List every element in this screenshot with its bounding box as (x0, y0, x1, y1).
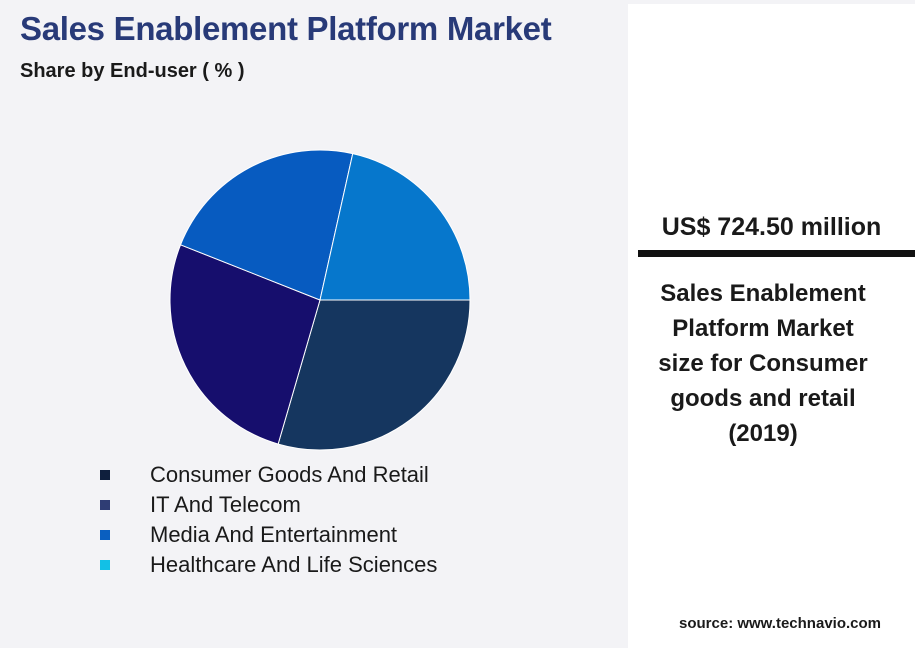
legend-item: Media And Entertainment (100, 520, 437, 550)
pie-slice-consumer-goods-and-retail (277, 299, 471, 451)
chart-subtitle: Share by End-user ( % ) (20, 60, 245, 82)
stat-divider (638, 250, 915, 257)
caption-line: goods and retail (670, 385, 856, 412)
caption-line: Sales Enablement (660, 280, 866, 307)
legend-label: Consumer Goods And Retail (150, 462, 429, 487)
legend-item: IT And Telecom (100, 490, 437, 520)
legend-label: Healthcare And Life Sciences (150, 552, 438, 577)
stat-panel (628, 4, 915, 648)
pie-chart (169, 149, 471, 451)
legend-swatch (100, 470, 110, 480)
chart-title: Sales Enablement Platform Market (20, 10, 552, 47)
legend-swatch (100, 560, 110, 570)
legend-label: IT And Telecom (150, 492, 301, 517)
pie-slice-it-and-telecom (169, 244, 321, 445)
market-size-value: US$ 724.50 million (661, 213, 882, 241)
pie-slice-healthcare-and-life-sciences (319, 153, 471, 301)
legend-label: Media And Entertainment (150, 522, 398, 547)
legend-item: Consumer Goods And Retail (100, 460, 437, 490)
pie-slice-media-and-entertainment (179, 149, 354, 301)
legend-swatch (100, 530, 110, 540)
caption-line: (2019) (728, 420, 798, 447)
legend-swatch (100, 500, 110, 510)
market-size-caption: Sales Enablement Platform Market size fo… (638, 276, 888, 451)
chart-legend: Consumer Goods And Retail IT And Telecom… (100, 460, 437, 580)
caption-line: Platform Market (672, 315, 854, 342)
legend-item: Healthcare And Life Sciences (100, 550, 437, 580)
source-credit: source: www.technavio.com (679, 615, 881, 632)
caption-line: size for Consumer (658, 350, 868, 377)
